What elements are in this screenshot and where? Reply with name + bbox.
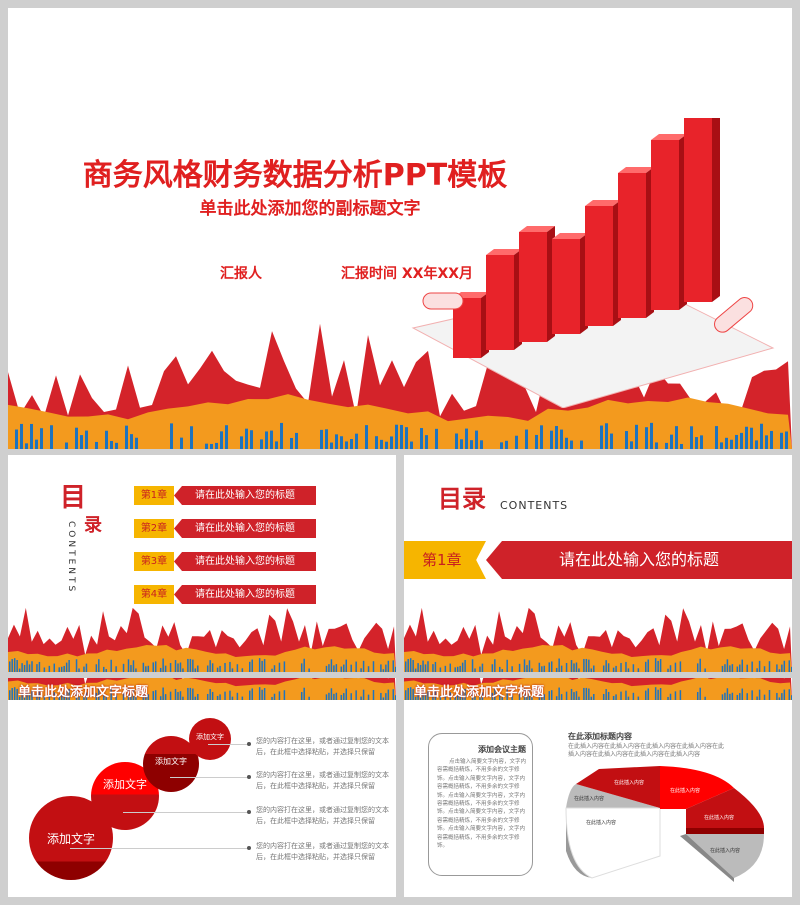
slide-contents-list[interactable]: 目 录 CONTENTS 第1章 请在此处输入您的标题 第2章 请在此处输入您的标题… — [8, 455, 396, 672]
slide-circles[interactable]: 单击此处添加文字标题 添加文字 添加文字 添加文字 添加文字 您的内容打在这里，… — [8, 678, 396, 897]
slice-label: 在此插入内容 — [670, 787, 700, 794]
chapter-title: 请在此处输入您的标题 — [174, 486, 316, 505]
circle-4[interactable]: 添加文字 — [189, 718, 231, 760]
3d-bar-chart-illustration — [411, 118, 775, 408]
slide-title[interactable]: 商务风格财务数据分析PPT模板 单击此处添加您的副标题文字 汇报人 汇报时间 X… — [8, 8, 792, 449]
chapter-item[interactable]: 第4章 请在此处输入您的标题 — [134, 585, 316, 604]
lu-char: 录 — [84, 515, 102, 536]
description-text: 您的内容打在这里，或者通过复制您的文本后，在此框中选择粘贴，并选择只保留 — [256, 842, 389, 861]
header-title: 单击此处添加文字标题 — [414, 685, 545, 700]
mountain-decoration — [8, 607, 396, 672]
mu-char: 目 — [60, 483, 87, 513]
chapter-title: 请在此处输入您的标题 — [174, 585, 316, 604]
chapter-number: 第3章 — [134, 552, 174, 571]
mountain-decoration — [8, 678, 396, 700]
contents-label: CONTENTS — [500, 499, 569, 512]
chapter-title[interactable]: 请在此处输入您的标题 — [486, 541, 792, 579]
header-title: 单击此处添加文字标题 — [18, 685, 149, 700]
mountain-decoration — [404, 678, 792, 700]
chapter-number: 第1章 — [134, 486, 174, 505]
description-text: 您的内容打在这里，或者通过复制您的文本后，在此框中选择粘贴，并选择只保留 — [256, 737, 389, 756]
3d-pie-chart: 在此插入内容 在此插入内容 在此插入内容 在此插入内容 在此插入内容 在此插入内… — [565, 766, 764, 882]
chapter-number: 第2章 — [134, 519, 174, 538]
main-title: 商务风格财务数据分析PPT模板 — [82, 158, 508, 193]
chapter-item[interactable]: 第3章 请在此处输入您的标题 — [134, 552, 316, 571]
header-band: 单击此处添加文字标题 — [404, 678, 792, 700]
mountain-decoration — [404, 607, 792, 672]
chapter-title: 请在此处输入您的标题 — [174, 552, 316, 571]
slice-label: 在此插入内容 — [710, 847, 740, 854]
chapter-number: 第1章 — [404, 541, 486, 579]
subtitle: 单击此处添加您的副标题文字 — [199, 199, 421, 219]
description-text: 您的内容打在这里，或者通过复制您的文本后，在此框中选择粘贴，并选择只保留 — [256, 771, 389, 790]
chapter-number: 第4章 — [134, 585, 174, 604]
chart-title: 在此添加标题内容 — [568, 732, 632, 741]
slice-label: 在此插入内容 — [614, 779, 644, 786]
chapter-item[interactable]: 第1章 请在此处输入您的标题 — [134, 486, 316, 505]
circle-label: 添加文字 — [196, 733, 224, 741]
box-text: 点击输入简要文字内容，文字内容需概括精炼，不用多余的文字修饰。点击输入简要文字内… — [437, 759, 527, 850]
circle-label: 添加文字 — [103, 778, 147, 791]
slice-label: 在此插入内容 — [586, 819, 616, 826]
box-title: 添加会议主题 — [478, 745, 526, 754]
contents-vertical: CONTENTS — [66, 521, 76, 595]
description-text: 您的内容打在这里，或者通过复制您的文本后，在此框中选择粘贴，并选择只保留 — [256, 806, 389, 825]
topic-box: 添加会议主题 点击输入简要文字内容，文字内容需概括精炼，不用多余的文字修饰。点击… — [428, 733, 533, 876]
report-time: 汇报时间 XX年XX月 — [341, 266, 474, 282]
circle-label: 添加文字 — [46, 831, 95, 846]
circle-label: 添加文字 — [155, 757, 187, 766]
chapter-title: 请在此处输入您的标题 — [174, 519, 316, 538]
reporter-label: 汇报人 — [220, 266, 262, 282]
slide-pie[interactable]: 单击此处添加文字标题 添加会议主题 点击输入简要文字内容，文字内容需概括精炼，不… — [404, 678, 792, 897]
slide-chapter-1[interactable]: 目录 CONTENTS 第1章 请在此处输入您的标题 — [404, 455, 792, 672]
chapter-item[interactable]: 第2章 请在此处输入您的标题 — [134, 519, 316, 538]
slice-label: 在此插入内容 — [574, 795, 604, 802]
slice-label: 在此插入内容 — [704, 814, 734, 821]
chart-subtitle: 在此插入内容在此插入内容在此插入内容在此插入内容在此插入内容在此插入内容在此插入… — [568, 743, 725, 758]
header-band: 单击此处添加文字标题 — [8, 678, 396, 700]
mulu-title: 目录 — [438, 485, 486, 513]
